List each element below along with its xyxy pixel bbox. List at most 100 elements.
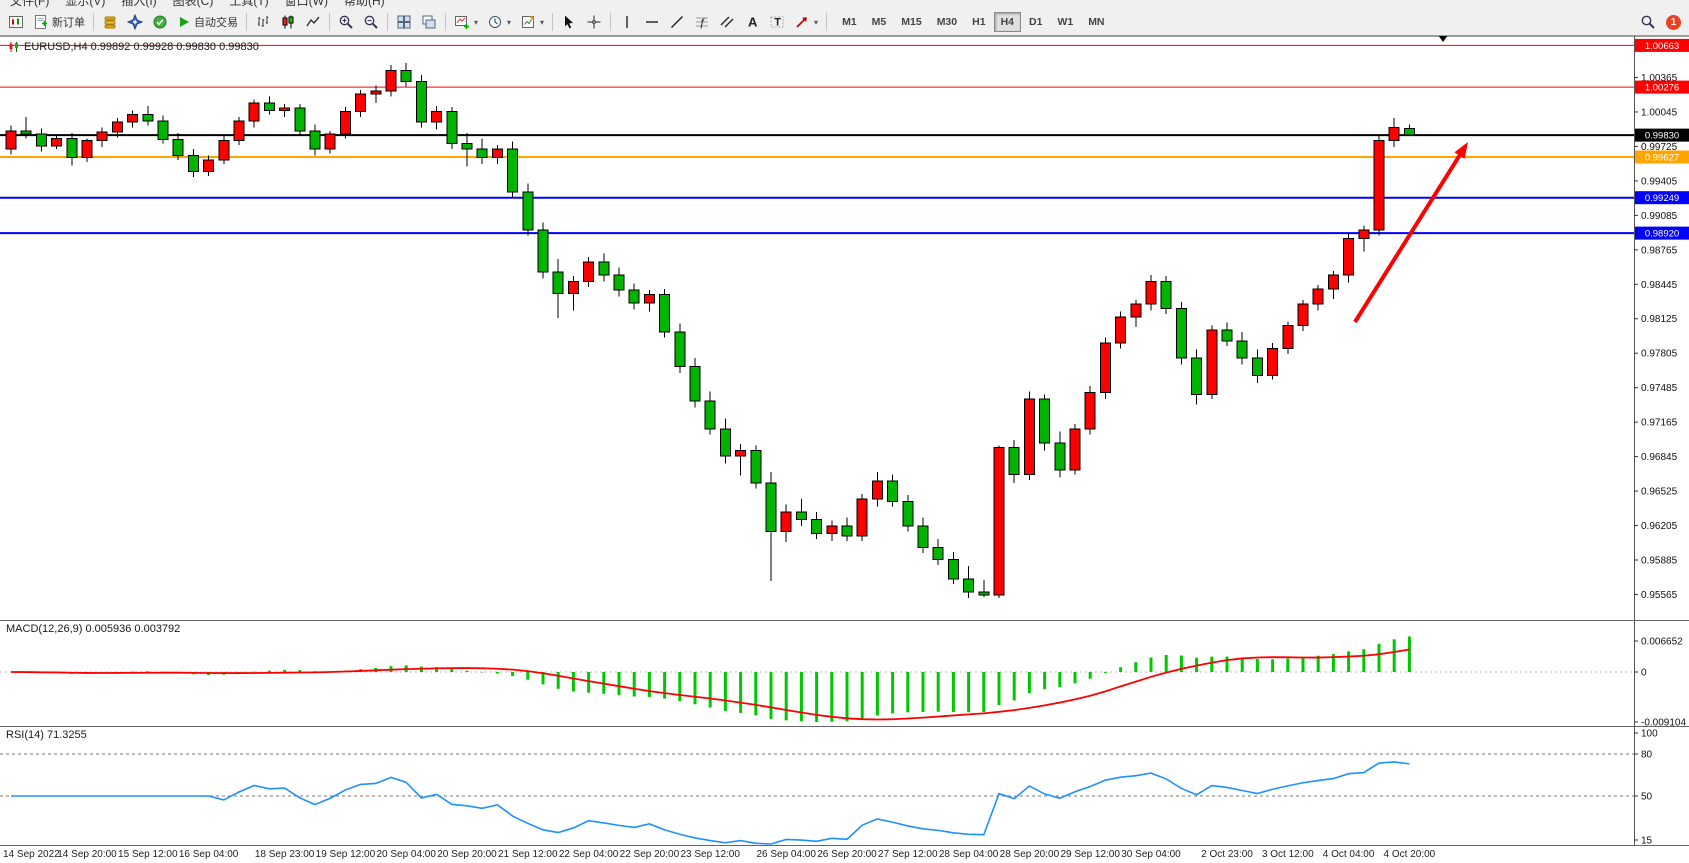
price-badge-0.99830 <box>1635 128 1689 142</box>
candle <box>826 525 838 535</box>
text-label-icon: T <box>770 16 784 29</box>
menu-item-4[interactable]: 工具(T) <box>229 0 269 8</box>
candle <box>795 511 807 521</box>
candle <box>917 525 929 549</box>
tab-timeframe-m5[interactable]: M5 <box>865 12 894 32</box>
vertical-line-tool-button[interactable] <box>615 11 639 33</box>
tab-timeframe-m15[interactable]: M15 <box>894 12 928 32</box>
line-chart-mode-button[interactable] <box>301 11 325 33</box>
candle <box>309 130 321 150</box>
tab-timeframe-mn[interactable]: MN <box>1081 12 1111 32</box>
candle <box>993 446 1005 596</box>
candlestick-mode-button[interactable] <box>276 11 300 33</box>
zoom-in-icon <box>339 15 353 29</box>
menu-item-3[interactable]: 图表(C) <box>172 0 214 8</box>
candle <box>689 366 701 402</box>
svg-text:16 Sep 04:00: 16 Sep 04:00 <box>179 849 239 860</box>
tab-timeframe-d1[interactable]: D1 <box>1022 12 1049 32</box>
candle <box>111 121 123 133</box>
tab-timeframe-h1[interactable]: H1 <box>965 12 992 32</box>
svg-text:27 Sep 12:00: 27 Sep 12:00 <box>878 849 938 860</box>
rsi-line <box>11 761 1410 845</box>
cascade-windows-button[interactable] <box>417 11 441 33</box>
notification-badge[interactable]: 1 <box>1666 14 1681 30</box>
rsi-layer: 100 80 50 15 <box>11 729 1658 847</box>
candle <box>81 140 93 159</box>
candle <box>750 450 762 484</box>
candle <box>598 261 610 276</box>
symbol-search-button[interactable] <box>1636 11 1660 33</box>
svg-text:1.00276: 1.00276 <box>1645 83 1679 94</box>
svg-text:3 Oct 12:00: 3 Oct 12:00 <box>1262 849 1314 860</box>
chevron-down-icon: ▾ <box>540 17 545 27</box>
cascade-windows-icon <box>422 15 436 29</box>
text-label-tool-button[interactable]: T <box>765 11 789 33</box>
channel-tool-button[interactable] <box>715 11 739 33</box>
trendline-tool-button[interactable] <box>665 11 689 33</box>
candle <box>613 274 625 291</box>
text-tool-button[interactable]: A <box>740 11 764 33</box>
zoom-in-button[interactable] <box>334 11 358 33</box>
new-order-button[interactable]: 新订单 <box>29 11 89 33</box>
tile-windows-icon <box>397 15 411 29</box>
menu-item-0[interactable]: 文件(F) <box>10 0 50 8</box>
market-watch-button[interactable] <box>98 11 122 33</box>
timeframe-toolbar: M1 M5 M15 M30 H1 H4 D1 W1 MN <box>835 12 1111 32</box>
svg-text:0.99627: 0.99627 <box>1645 152 1679 163</box>
candle <box>1054 442 1066 471</box>
tab-timeframe-h4[interactable]: H4 <box>993 12 1021 32</box>
price-scale[interactable]: 1.00365 1.00045 0.99725 0.99405 0.99085 0.987… <box>1634 36 1689 845</box>
svg-text:1.00045: 1.00045 <box>1641 107 1678 118</box>
menu-item-1[interactable]: 显示(V) <box>65 0 106 8</box>
candle <box>871 480 883 500</box>
tab-timeframe-w1[interactable]: W1 <box>1050 12 1080 32</box>
horizontal-line-tool-button[interactable] <box>640 11 664 33</box>
candle <box>902 500 914 527</box>
trend-arrow[interactable] <box>1353 142 1468 324</box>
terminal-button[interactable] <box>148 11 172 33</box>
candle <box>203 159 215 173</box>
candle <box>1191 357 1203 396</box>
crosshair-tool-button[interactable] <box>582 11 606 33</box>
clock-icon <box>489 16 502 28</box>
svg-text:22 Sep 04:00: 22 Sep 04:00 <box>559 849 619 860</box>
arrows-tool-button[interactable]: ▾ <box>790 11 822 33</box>
menu-item-6[interactable]: 帮助(H) <box>343 0 385 8</box>
new-chart-window-button[interactable] <box>4 11 28 33</box>
svg-text:2 Oct 23:00: 2 Oct 23:00 <box>1201 849 1253 860</box>
candle <box>841 525 853 537</box>
navigator-button[interactable] <box>123 11 147 33</box>
fibonacci-tool-button[interactable]: ƒ <box>690 11 714 33</box>
indicators-button[interactable]: ▾ <box>450 11 482 33</box>
toolbar-separator <box>445 13 446 31</box>
market-watch-icon <box>104 16 116 29</box>
zoom-out-button[interactable] <box>359 11 383 33</box>
autotrading-label: 自动交易 <box>194 17 238 29</box>
object-anchor-marker[interactable] <box>1438 35 1448 42</box>
macd-signal-line <box>10 648 1410 721</box>
toolbar-separator <box>329 13 330 31</box>
periods-button[interactable]: ▾ <box>483 11 515 33</box>
svg-text:ƒ: ƒ <box>699 17 705 29</box>
tab-timeframe-m1[interactable]: M1 <box>835 12 864 32</box>
tab-timeframe-m30[interactable]: M30 <box>930 12 964 32</box>
menu-item-2[interactable]: 插入(I) <box>121 0 157 8</box>
candle <box>248 102 260 122</box>
svg-text:0: 0 <box>1641 668 1647 679</box>
candle <box>476 148 488 159</box>
svg-text:T: T <box>774 17 781 29</box>
autotrading-button[interactable]: 自动交易 <box>173 11 242 33</box>
symbol-chart-icon <box>9 42 18 52</box>
svg-text:0.96205: 0.96205 <box>1641 521 1678 532</box>
templates-button[interactable]: ▾ <box>516 11 548 33</box>
svg-text:0.99405: 0.99405 <box>1641 176 1678 187</box>
bar-chart-mode-button[interactable] <box>251 11 275 33</box>
tile-windows-button[interactable] <box>392 11 416 33</box>
svg-text:26 Sep 20:00: 26 Sep 20:00 <box>817 849 877 860</box>
menu-item-5[interactable]: 窗口(W) <box>284 0 328 8</box>
candlestick-icon <box>282 15 294 29</box>
svg-text:14 Sep 20:00: 14 Sep 20:00 <box>57 849 117 860</box>
cursor-tool-button[interactable] <box>557 11 581 33</box>
